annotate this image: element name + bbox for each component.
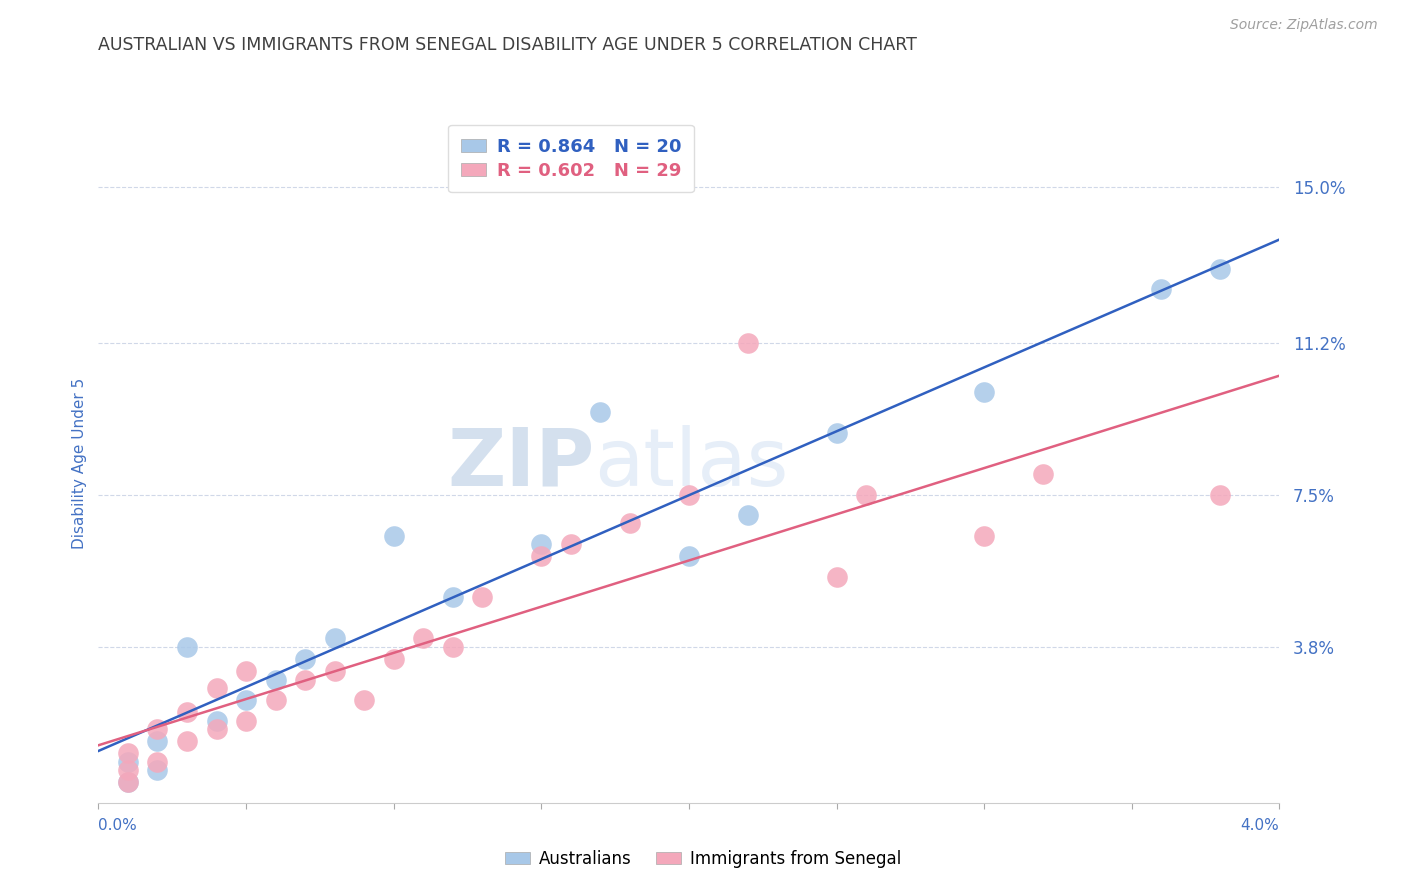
- Point: [1150, 282, 1173, 296]
- Text: AUSTRALIAN VS IMMIGRANTS FROM SENEGAL DISABILITY AGE UNDER 5 CORRELATION CHART: AUSTRALIAN VS IMMIGRANTS FROM SENEGAL DI…: [98, 36, 917, 54]
- Point: [117, 755, 139, 769]
- Legend: R = 0.864   N = 20, R = 0.602   N = 29: R = 0.864 N = 20, R = 0.602 N = 29: [449, 125, 693, 193]
- Point: [382, 652, 405, 666]
- Point: [117, 775, 139, 789]
- Text: 4.0%: 4.0%: [1240, 818, 1279, 832]
- Point: [737, 335, 759, 350]
- Point: [117, 763, 139, 777]
- Point: [235, 714, 257, 728]
- Point: [323, 665, 346, 679]
- Legend: Australians, Immigrants from Senegal: Australians, Immigrants from Senegal: [499, 844, 907, 875]
- Y-axis label: Disability Age Under 5: Disability Age Under 5: [72, 378, 87, 549]
- Point: [619, 516, 641, 531]
- Point: [146, 722, 169, 736]
- Point: [146, 755, 169, 769]
- Point: [737, 508, 759, 523]
- Text: 0.0%: 0.0%: [98, 818, 138, 832]
- Point: [176, 706, 198, 720]
- Point: [205, 714, 228, 728]
- Point: [678, 549, 700, 564]
- Point: [412, 632, 434, 646]
- Point: [530, 549, 553, 564]
- Point: [1209, 261, 1232, 276]
- Text: Source: ZipAtlas.com: Source: ZipAtlas.com: [1230, 18, 1378, 32]
- Point: [973, 384, 995, 399]
- Point: [1032, 467, 1054, 482]
- Point: [117, 747, 139, 761]
- Text: ZIP: ZIP: [447, 425, 595, 503]
- Point: [176, 734, 198, 748]
- Point: [382, 529, 405, 543]
- Point: [973, 529, 995, 543]
- Point: [235, 693, 257, 707]
- Point: [353, 693, 375, 707]
- Point: [825, 570, 848, 584]
- Point: [146, 763, 169, 777]
- Point: [205, 722, 228, 736]
- Point: [560, 537, 582, 551]
- Point: [678, 488, 700, 502]
- Point: [441, 591, 464, 605]
- Point: [530, 537, 553, 551]
- Point: [294, 652, 316, 666]
- Point: [825, 425, 848, 440]
- Point: [264, 693, 287, 707]
- Point: [589, 405, 612, 419]
- Point: [471, 591, 494, 605]
- Point: [205, 681, 228, 695]
- Text: atlas: atlas: [595, 425, 789, 503]
- Point: [294, 673, 316, 687]
- Point: [264, 673, 287, 687]
- Point: [146, 734, 169, 748]
- Point: [323, 632, 346, 646]
- Point: [235, 665, 257, 679]
- Point: [441, 640, 464, 654]
- Point: [176, 640, 198, 654]
- Point: [855, 488, 877, 502]
- Point: [1209, 488, 1232, 502]
- Point: [117, 775, 139, 789]
